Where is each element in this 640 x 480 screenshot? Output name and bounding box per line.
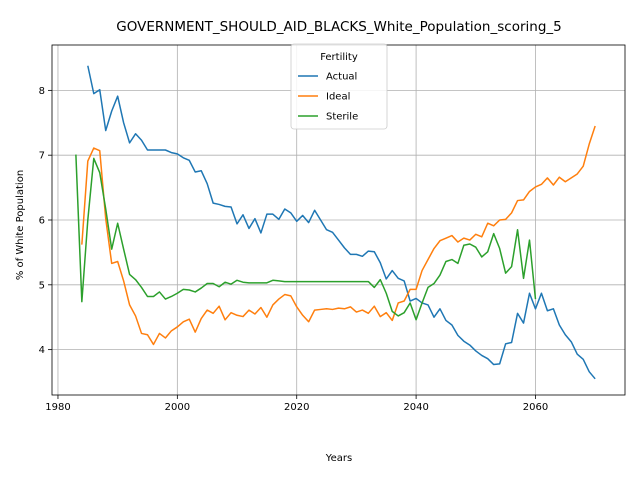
series-line-ideal	[81, 125, 596, 346]
y-tick-label: 5	[39, 280, 45, 291]
x-tick-label: 2040	[403, 402, 428, 413]
legend: Fertility Actual Ideal Sterile	[290, 43, 388, 130]
x-tick-label: 2060	[523, 402, 548, 413]
x-axis-ticks: 1980 2000 2020 2040 2060	[45, 395, 548, 413]
y-tick-label: 4	[39, 345, 45, 356]
x-tick-label: 1980	[45, 402, 70, 413]
y-tick-label: 7	[39, 151, 45, 162]
x-axis-label: Years	[325, 453, 352, 464]
y-tick-label: 6	[39, 216, 45, 227]
chart-title: GOVERNMENT_SHOULD_AID_BLACKS_White_Popul…	[116, 19, 561, 35]
series-line-actual	[87, 65, 596, 380]
legend-label-sterile: Sterile	[326, 112, 358, 123]
y-axis-label: % of White Population	[15, 170, 26, 280]
x-tick-label: 2020	[284, 402, 309, 413]
legend-box	[290, 43, 388, 130]
legend-title: Fertility	[320, 52, 358, 63]
x-tick-label: 2000	[165, 402, 190, 413]
series-line-sterile	[75, 154, 537, 321]
legend-label-actual: Actual	[326, 72, 357, 83]
series-lines	[75, 65, 596, 380]
y-axis-ticks: 4 5 6 7 8	[39, 86, 52, 356]
legend-label-ideal: Ideal	[326, 92, 350, 103]
y-tick-label: 8	[39, 86, 45, 97]
